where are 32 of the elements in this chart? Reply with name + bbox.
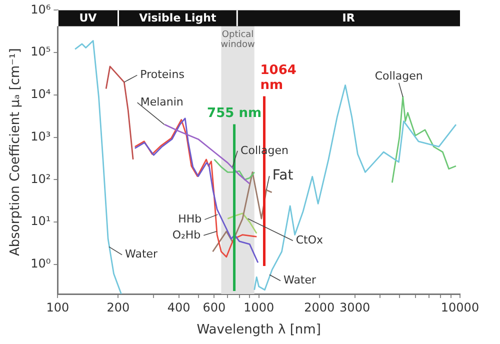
annotation: Water	[125, 248, 158, 261]
annotation: CtOx	[296, 234, 324, 247]
band-label: Optical window	[220, 30, 255, 50]
y-tick-label: 10⁴	[30, 87, 51, 102]
annotation: Collagen	[374, 70, 423, 83]
y-tick-label: 10⁵	[30, 44, 51, 59]
ref-line-label: 755 nm	[207, 106, 262, 122]
band-label: UV	[79, 12, 98, 25]
y-tick-label: 10¹	[30, 214, 51, 228]
annotation: Water	[284, 274, 317, 287]
x-tick-label: 100	[46, 300, 70, 314]
y-tick-label: 10⁰	[30, 256, 51, 271]
ref-line-label: 1064 nm	[260, 63, 296, 94]
annotation: HHb	[178, 212, 202, 226]
band-label: IR	[342, 12, 356, 25]
x-tick-label: 2000	[304, 300, 335, 314]
x-tick-label: 600	[202, 300, 226, 314]
y-axis-title: Absorption Coefficient μₐ [cm⁻¹]	[8, 48, 24, 256]
annotation: Proteins	[140, 68, 185, 82]
annotation: O₂Hb	[172, 228, 201, 242]
x-tick-label: 10000	[440, 300, 480, 314]
annotation: Melanin	[140, 95, 184, 108]
x-tick-label: 3000	[340, 300, 370, 314]
annotation: Fat	[272, 168, 294, 184]
x-axis-title: Wavelength λ [nm]	[196, 322, 321, 338]
x-tick-label: 200	[106, 300, 130, 314]
y-tick-label: 10⁶	[30, 2, 51, 16]
band-label: Visible Light	[139, 12, 216, 25]
x-tick-label: 400	[167, 300, 190, 314]
y-tick-label: 10²	[30, 172, 51, 186]
x-tick-label: 1000	[244, 300, 274, 314]
y-tick-label: 10³	[30, 129, 51, 144]
